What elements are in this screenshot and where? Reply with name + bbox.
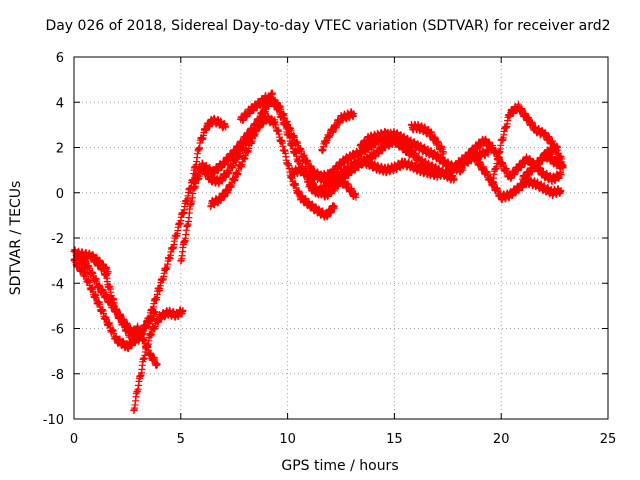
data-point xyxy=(104,268,112,276)
y-tick-label: -4 xyxy=(51,277,64,292)
y-tick-label: -2 xyxy=(51,232,64,247)
series-track xyxy=(87,251,112,278)
data-point xyxy=(450,175,458,183)
y-tick-label: 6 xyxy=(56,51,64,66)
y-tick-label: 0 xyxy=(56,187,64,202)
x-tick-label: 5 xyxy=(177,432,185,447)
series-track xyxy=(130,306,187,415)
y-tick-label: 4 xyxy=(56,96,64,111)
series-track xyxy=(540,148,567,172)
data-point xyxy=(557,171,565,179)
series-track xyxy=(472,153,565,204)
series-track xyxy=(356,128,458,184)
data-point xyxy=(350,110,358,118)
data-point xyxy=(153,361,161,369)
series-track xyxy=(318,108,358,155)
chart-title: Day 026 of 2018, Sidereal Day-to-day VTE… xyxy=(45,18,610,34)
x-tick-label: 15 xyxy=(386,432,403,447)
x-axis-label: GPS time / hours xyxy=(281,458,398,474)
y-tick-label: 2 xyxy=(56,142,64,157)
y-tick-label: -6 xyxy=(51,323,64,338)
x-tick-label: 20 xyxy=(493,432,510,447)
series-track xyxy=(177,112,339,265)
data-point xyxy=(352,193,360,201)
y-tick-label: -10 xyxy=(43,413,64,428)
series-track xyxy=(190,114,230,178)
x-tick-label: 0 xyxy=(70,432,78,447)
y-axis-label: SDTVAR / TECUs xyxy=(8,181,24,296)
data-point xyxy=(331,202,339,210)
y-tick-label: -8 xyxy=(51,368,64,383)
data-point xyxy=(459,166,467,174)
x-tick-label: 25 xyxy=(600,432,617,447)
series-track xyxy=(70,89,277,345)
series-track xyxy=(407,120,448,158)
x-tick-label: 10 xyxy=(279,432,296,447)
data-point xyxy=(559,164,567,172)
data-point xyxy=(440,148,448,156)
data-point xyxy=(557,186,565,194)
axis-ticks: 0 5 10 15 20 25 -10 -8 -6 -4 -2 0 2 4 6 xyxy=(43,51,617,447)
data-point xyxy=(179,306,187,314)
data-point xyxy=(151,309,159,317)
data-points xyxy=(70,89,567,415)
series-track xyxy=(70,255,159,353)
data-point xyxy=(222,123,230,131)
